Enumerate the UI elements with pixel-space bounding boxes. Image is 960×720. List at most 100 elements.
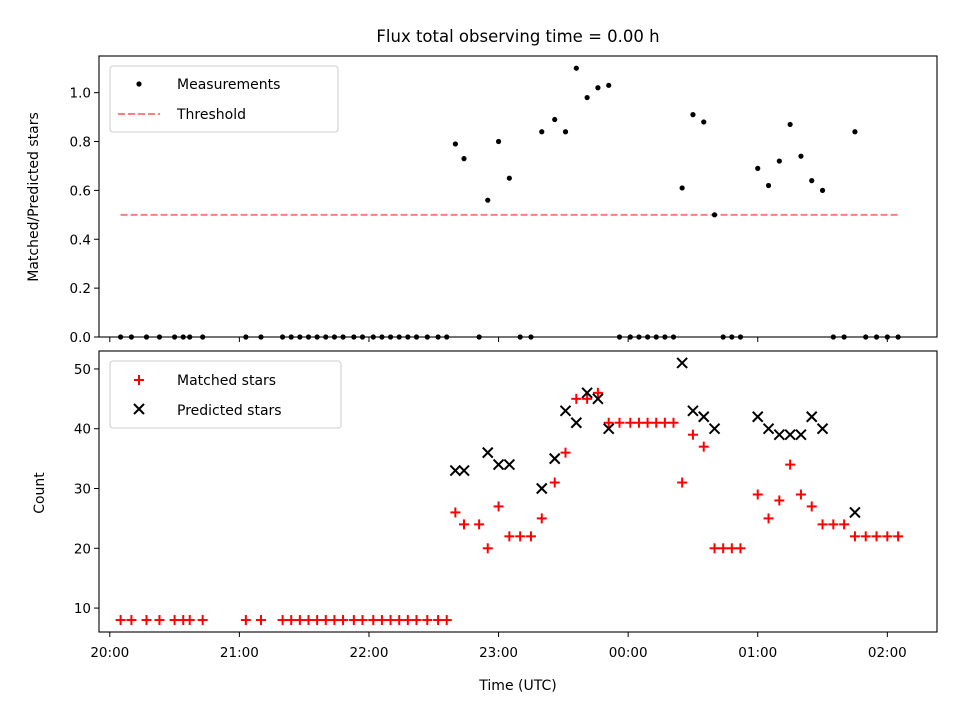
matched-star-point <box>774 495 785 506</box>
matched-star-point <box>115 615 126 626</box>
measurement-point <box>679 185 685 191</box>
matched-star-point <box>817 519 828 530</box>
matched-star-point <box>459 519 470 530</box>
legend-predicted-label: Predicted stars <box>177 403 282 419</box>
predicted-star-point <box>549 452 561 465</box>
matched-star-point <box>433 615 444 626</box>
predicted-star-point <box>849 506 861 519</box>
predicted-star-point <box>676 357 688 369</box>
predicted-x-b <box>784 428 796 441</box>
top-legend-box <box>109 65 339 133</box>
matched-star-point <box>687 429 698 440</box>
predicted-star-point <box>773 428 786 441</box>
matched-star-point <box>839 519 850 530</box>
matched-star-point <box>536 513 547 524</box>
matched-star-point <box>625 417 636 428</box>
matched-star-point <box>504 531 515 542</box>
measurement-point <box>461 156 467 162</box>
matched-star-point <box>294 615 305 626</box>
measurement-point <box>701 119 707 125</box>
bottom-x-tick-label: 00:00 <box>609 645 648 661</box>
matched-star-point <box>560 447 571 458</box>
measurement-point <box>485 197 491 203</box>
predicted-x-b <box>773 428 786 441</box>
predicted-x-b <box>806 411 818 423</box>
matched-star-point <box>582 393 593 404</box>
bottom-x-tick-label: 01:00 <box>738 645 777 661</box>
measurement-point <box>755 165 761 171</box>
matched-star-point <box>893 531 904 542</box>
matched-star-point <box>571 393 582 404</box>
predicted-x-b <box>849 506 861 519</box>
measurement-point <box>798 153 804 159</box>
measurement-point <box>506 175 512 181</box>
matched-star-point <box>882 531 893 542</box>
predicted-star-point <box>806 411 818 423</box>
matched-star-point <box>303 615 314 626</box>
matched-star-point <box>752 489 763 500</box>
predicted-star-point <box>458 464 470 477</box>
measurement-point <box>552 116 558 123</box>
x-axis-label: Time (UTC) <box>478 678 556 694</box>
matched-star-point <box>255 615 266 626</box>
bottom-y-tick-label: 10 <box>74 601 91 617</box>
matched-star-point <box>614 417 625 428</box>
top-plot: 0.0 0.2 0.4 0.6 0.8 1.0 <box>70 55 938 346</box>
matched-star-point <box>338 615 349 626</box>
matched-star-point <box>651 417 662 428</box>
matched-star-point <box>141 615 152 626</box>
bottom-y-tick-label: 20 <box>74 541 91 557</box>
matched-star-point <box>668 417 679 428</box>
matched-star-point <box>726 543 737 554</box>
predicted-x-b <box>492 458 505 471</box>
matched-star-point <box>525 531 536 542</box>
measurement-point <box>584 94 590 101</box>
matched-star-point <box>763 513 774 524</box>
matched-star-point <box>592 387 603 398</box>
top-chart-title: Flux total observing time = 0.00 h <box>376 27 659 46</box>
matched-star-point <box>659 417 670 428</box>
predicted-star-point <box>559 405 572 417</box>
bottom-plot: 10 20 30 40 50 20:00 21:00 22:00 23:00 00:00 01:00… <box>74 350 938 661</box>
bottom-x-tick-label: 02:00 <box>868 645 907 661</box>
matched-star-point <box>450 507 461 518</box>
bottom-legend-box <box>109 360 342 429</box>
measurement-point <box>819 187 826 193</box>
matched-star-point <box>169 615 180 626</box>
measurement-point <box>606 82 612 88</box>
measurement-point <box>776 158 782 164</box>
predicted-star-point <box>492 458 505 471</box>
matched-star-point <box>677 477 688 488</box>
matched-star-point <box>828 519 839 530</box>
matched-star-point <box>474 519 485 530</box>
matched-star-point <box>806 501 817 512</box>
matched-star-point <box>698 441 709 452</box>
measurement-point <box>452 141 458 147</box>
predicted-x-b <box>549 452 561 465</box>
matched-star-point <box>154 615 165 626</box>
predicted-x-b <box>449 464 462 477</box>
predicted-x-b <box>503 458 516 471</box>
matched-star-point <box>422 615 433 626</box>
matched-star-point <box>385 615 396 626</box>
matched-star-point <box>348 615 359 626</box>
predicted-star-point <box>687 405 699 417</box>
top-legend: Measurements Threshold <box>109 65 339 133</box>
legend-measurements-label: Measurements <box>177 77 280 93</box>
predicted-star-point <box>762 423 775 435</box>
bottom-y-tick-label: 30 <box>74 482 91 498</box>
matched-star-point <box>871 531 882 542</box>
matched-star-point <box>735 543 746 554</box>
matched-star-point <box>860 531 871 542</box>
matched-star-point <box>240 615 251 626</box>
bottom-x-tick-label: 20:00 <box>90 645 129 661</box>
predicted-star-point <box>708 423 721 435</box>
top-y-tick-label: 0.8 <box>70 135 91 151</box>
predicted-x-b <box>570 417 583 429</box>
measurement-point <box>809 178 815 184</box>
predicted-x-b <box>708 423 721 435</box>
bottom-x-tick-label: 21:00 <box>220 645 259 661</box>
predicted-star-point <box>581 387 593 399</box>
matched-star-point <box>718 543 729 554</box>
predicted-star-point <box>449 464 462 477</box>
